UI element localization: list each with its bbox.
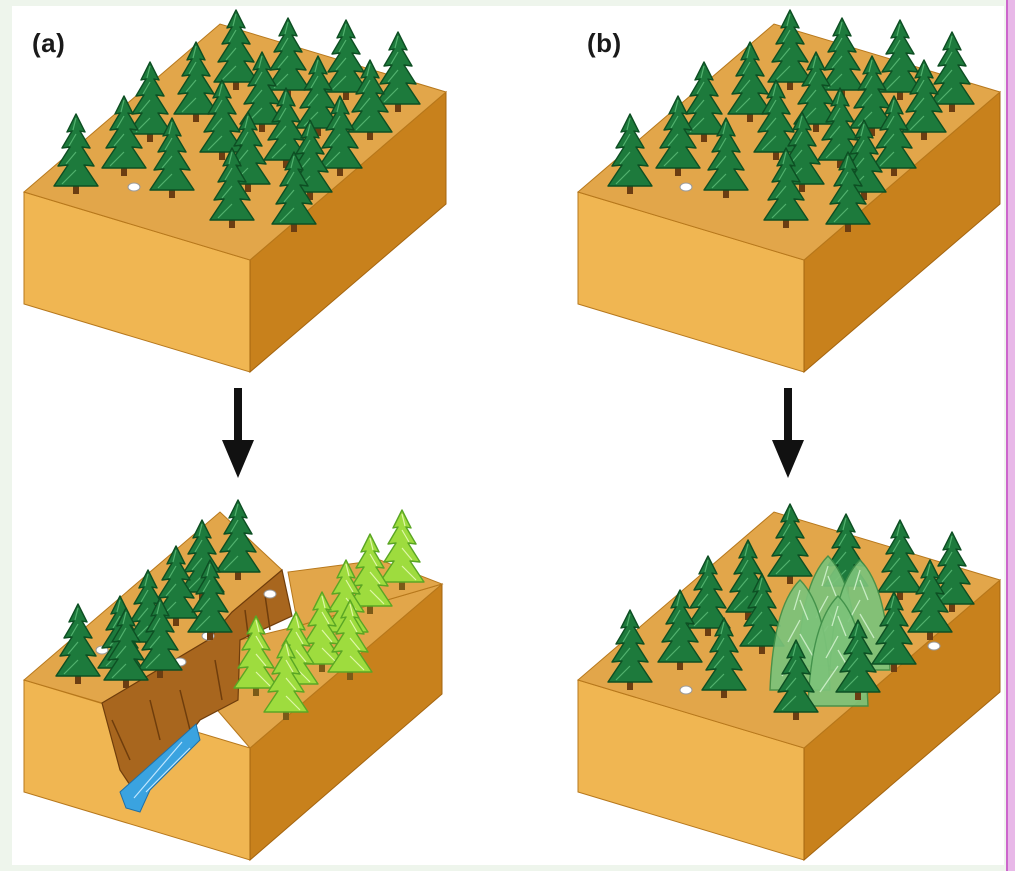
pine-tree-icon: [375, 31, 421, 113]
panel-label-b: (b): [587, 28, 622, 58]
pebble-icon: [679, 685, 693, 695]
panel-label-a: (a): [32, 28, 66, 58]
down-arrow-icon: [772, 388, 804, 478]
pebble-icon: [679, 182, 693, 192]
page-edge-stripe: [1006, 0, 1015, 871]
down-arrow-icon: [222, 388, 254, 478]
pebble-icon: [263, 589, 277, 599]
pebble-icon: [127, 182, 141, 192]
pine-tree-icon: [929, 31, 975, 113]
pine-tree-icon: [379, 509, 425, 591]
pebble-icon: [927, 641, 941, 651]
